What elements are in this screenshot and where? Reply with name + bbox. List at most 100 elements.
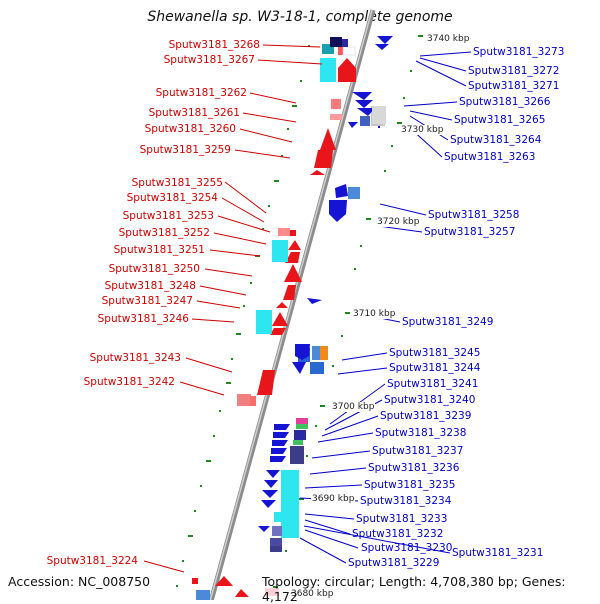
gene-3263 — [378, 126, 380, 128]
tick-3710: 3710 kbp — [352, 309, 397, 319]
gene-label-3260[interactable]: Sputw3181_3260 — [144, 123, 236, 135]
gene-3243 — [257, 370, 275, 395]
tick-3720: 3720 kbp — [376, 217, 421, 227]
gene-3261 — [330, 114, 342, 120]
gene-label-3266[interactable]: Sputw3181_3266 — [459, 96, 551, 108]
gene-label-3241[interactable]: Sputw3181_3241 — [387, 378, 479, 390]
reverse-strand-genes — [196, 36, 393, 600]
gene-label-3264[interactable]: Sputw3181_3264 — [450, 134, 542, 146]
gene-3255 — [278, 228, 290, 236]
gene-3251 — [284, 264, 302, 282]
gene-label-3258[interactable]: Sputw3181_3258 — [428, 209, 520, 221]
gene-3247 — [272, 312, 288, 326]
gene-label-3242[interactable]: Sputw3181_3242 — [83, 376, 175, 388]
gene-3229 — [270, 546, 282, 552]
gene-3239 — [294, 430, 306, 440]
tick-3700: 3700 kbp — [331, 402, 376, 412]
tick-3740: 3740 kbp — [426, 34, 471, 44]
gene-label-3254[interactable]: Sputw3181_3254 — [126, 192, 218, 204]
gene-3254 — [290, 230, 296, 236]
gene-3259 — [314, 150, 333, 168]
gene-3271 — [375, 44, 389, 50]
genome-backbone — [208, 9, 376, 600]
gene-label-3257[interactable]: Sputw3181_3257 — [424, 226, 516, 238]
gene-label-3239[interactable]: Sputw3181_3239 — [380, 410, 472, 422]
gene-label-3263[interactable]: Sputw3181_3263 — [444, 151, 536, 163]
gene-label-3255[interactable]: Sputw3181_3255 — [131, 177, 223, 189]
tick-3680: 3680 kbp — [290, 589, 335, 599]
gene-label-3272[interactable]: Sputw3181_3272 — [468, 65, 560, 77]
gene-3232 — [272, 526, 282, 536]
gene-3264 — [348, 122, 358, 128]
gene-3262 — [331, 99, 341, 109]
gene-3234 — [264, 480, 278, 488]
gene-label-3234[interactable]: Sputw3181_3234 — [360, 495, 452, 507]
gene-label-3251[interactable]: Sputw3181_3251 — [113, 244, 205, 256]
gene-label-3250[interactable]: Sputw3181_3250 — [108, 263, 200, 275]
gene-3272 — [330, 37, 342, 47]
gene-label-3240[interactable]: Sputw3181_3240 — [384, 394, 476, 406]
forward-strand-genes — [192, 41, 356, 597]
gene-3260 — [320, 128, 336, 150]
gene-3267 — [338, 58, 356, 82]
gene-3235 — [266, 470, 280, 478]
gene-3224 — [215, 576, 233, 586]
gene-label-3253[interactable]: Sputw3181_3253 — [122, 210, 214, 222]
gene-3230 — [270, 538, 282, 546]
gene-label-3245[interactable]: Sputw3181_3245 — [389, 347, 481, 359]
gene-3242 — [237, 394, 251, 406]
gene-label-3248[interactable]: Sputw3181_3248 — [104, 280, 196, 292]
gene-label-3238[interactable]: Sputw3181_3238 — [375, 427, 467, 439]
gene-label-3231[interactable]: Sputw3181_3231 — [452, 547, 544, 559]
gene-3250 — [283, 285, 296, 300]
gene-label-3247[interactable]: Sputw3181_3247 — [101, 295, 193, 307]
gene-label-3249[interactable]: Sputw3181_3249 — [402, 316, 494, 328]
gene-label-3243[interactable]: Sputw3181_3243 — [89, 352, 181, 364]
gene-label-3271[interactable]: Sputw3181_3271 — [468, 80, 560, 92]
gene-3257 — [329, 200, 347, 222]
gene-3273 — [377, 36, 393, 44]
gene-label-3262[interactable]: Sputw3181_3262 — [155, 87, 247, 99]
gene-label-3229[interactable]: Sputw3181_3229 — [348, 557, 440, 569]
gene-label-3232[interactable]: Sputw3181_3232 — [352, 528, 444, 540]
gene-3249 — [307, 298, 322, 304]
gene-3244 — [312, 346, 320, 360]
gene-3266 — [352, 92, 372, 100]
left-connectors — [143, 44, 323, 573]
gene-3237 — [290, 446, 304, 464]
gene-3252 — [285, 252, 300, 263]
gene-3246 — [270, 328, 286, 335]
gene-3240 — [296, 424, 308, 429]
gene-label-3261[interactable]: Sputw3181_3261 — [148, 107, 240, 119]
gene-label-3233[interactable]: Sputw3181_3233 — [356, 513, 448, 525]
gene-3248 — [276, 302, 288, 308]
gene-label-3252[interactable]: Sputw3181_3252 — [118, 227, 210, 239]
map-title: Shewanella sp. W3-18-1, complete genome — [147, 9, 453, 25]
gene-label-3268[interactable]: Sputw3181_3268 — [168, 39, 260, 51]
gene-label-3244[interactable]: Sputw3181_3244 — [389, 362, 481, 374]
accession-text: Accession: NC_008750 — [8, 574, 151, 589]
genome-backbone-highlight — [209, 9, 373, 600]
gene-label-3246[interactable]: Sputw3181_3246 — [97, 313, 189, 325]
gene-3231 — [258, 526, 270, 532]
gene-label-3273[interactable]: Sputw3181_3273 — [473, 46, 565, 58]
right-connectors — [299, 51, 472, 564]
gene-3233 — [274, 512, 286, 522]
tick-3730: 3730 kbp — [400, 125, 445, 135]
gene-label-3235[interactable]: Sputw3181_3235 — [364, 479, 456, 491]
gene-label-3267[interactable]: Sputw3181_3267 — [163, 54, 255, 66]
gene-3245 — [295, 344, 310, 360]
gene-3238 — [293, 440, 303, 445]
gene-label-3230[interactable]: Sputw3181_3230 — [361, 542, 453, 554]
gene-label-3237[interactable]: Sputw3181_3237 — [372, 445, 464, 457]
gene-label-3265[interactable]: Sputw3181_3265 — [454, 114, 546, 126]
gene-3236 — [270, 456, 286, 462]
tick-3690: 3690 kbp — [311, 494, 356, 504]
gene-label-3224[interactable]: Sputw3181_3224 — [46, 555, 138, 567]
gene-label-3259[interactable]: Sputw3181_3259 — [139, 144, 231, 156]
gene-3253 — [288, 240, 301, 250]
gene-label-3236[interactable]: Sputw3181_3236 — [368, 462, 460, 474]
gene-3265 — [372, 106, 386, 124]
